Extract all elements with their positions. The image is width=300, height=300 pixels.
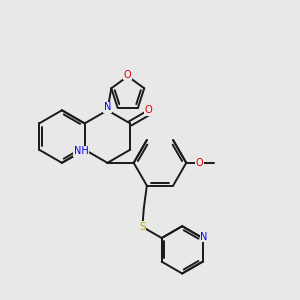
Text: O: O [196,158,203,168]
Text: S: S [139,222,146,232]
Text: O: O [145,105,153,116]
Text: N: N [104,102,111,112]
Text: N: N [200,232,208,242]
Text: O: O [124,70,132,80]
Text: NH: NH [74,146,88,156]
